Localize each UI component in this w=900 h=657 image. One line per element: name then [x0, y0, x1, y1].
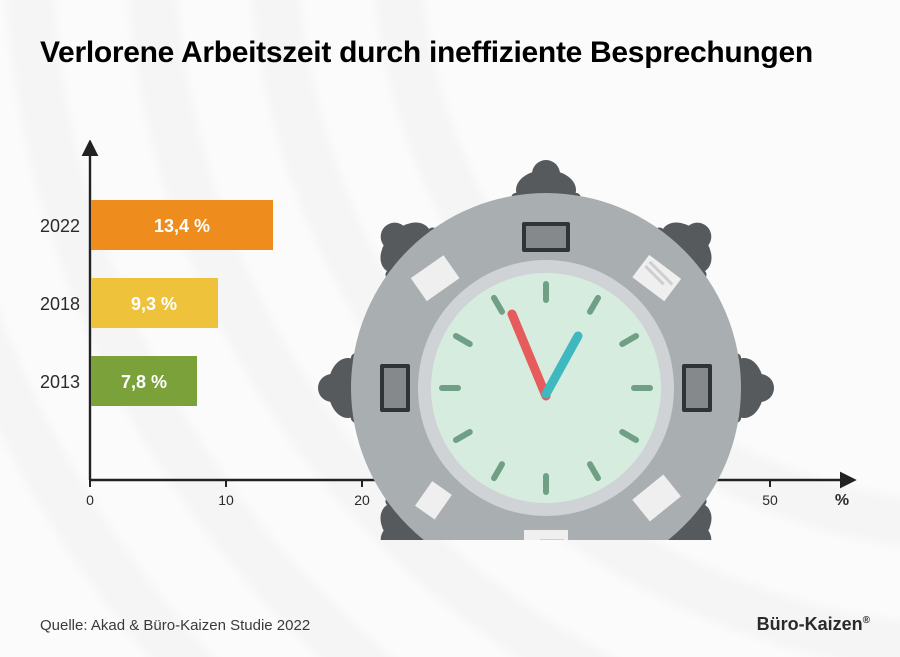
x-tick-0: 0 — [86, 492, 94, 508]
bar-category-2013: 2013 — [40, 372, 80, 392]
bar-value-2013: 7,8 % — [121, 372, 167, 392]
bar-value-2022: 13,4 % — [154, 216, 210, 236]
bar-2022: 13,4 % 2022 — [40, 200, 273, 250]
chart-title: Verlorene Arbeitszeit durch ineffiziente… — [40, 36, 813, 70]
bar-category-2018: 2018 — [40, 294, 80, 314]
clock — [431, 273, 661, 503]
x-tick-20: 20 — [354, 492, 370, 508]
bar-2013: 7,8 % 2013 — [40, 356, 197, 406]
source-label: Quelle: Akad & Büro-Kaizen Studie 2022 — [40, 617, 310, 634]
bar-chart: 0 10 20 30 40 50 % 13,4 % 2022 9,3 % 201… — [40, 140, 860, 540]
bar-value-2018: 9,3 % — [131, 294, 177, 314]
bars: 13,4 % 2022 9,3 % 2018 7,8 % 2013 — [40, 200, 273, 406]
bar-category-2022: 2022 — [40, 216, 80, 236]
meeting-illustration — [318, 160, 774, 540]
x-tick-10: 10 — [218, 492, 234, 508]
bar-2018: 9,3 % 2018 — [40, 278, 218, 328]
brand-logo: Büro-Kaizen® — [757, 614, 870, 635]
x-axis-unit: % — [835, 492, 849, 509]
x-tick-50: 50 — [762, 492, 778, 508]
footer: Quelle: Akad & Büro-Kaizen Studie 2022 B… — [40, 614, 870, 635]
infographic-canvas: Verlorene Arbeitszeit durch ineffiziente… — [0, 0, 900, 657]
